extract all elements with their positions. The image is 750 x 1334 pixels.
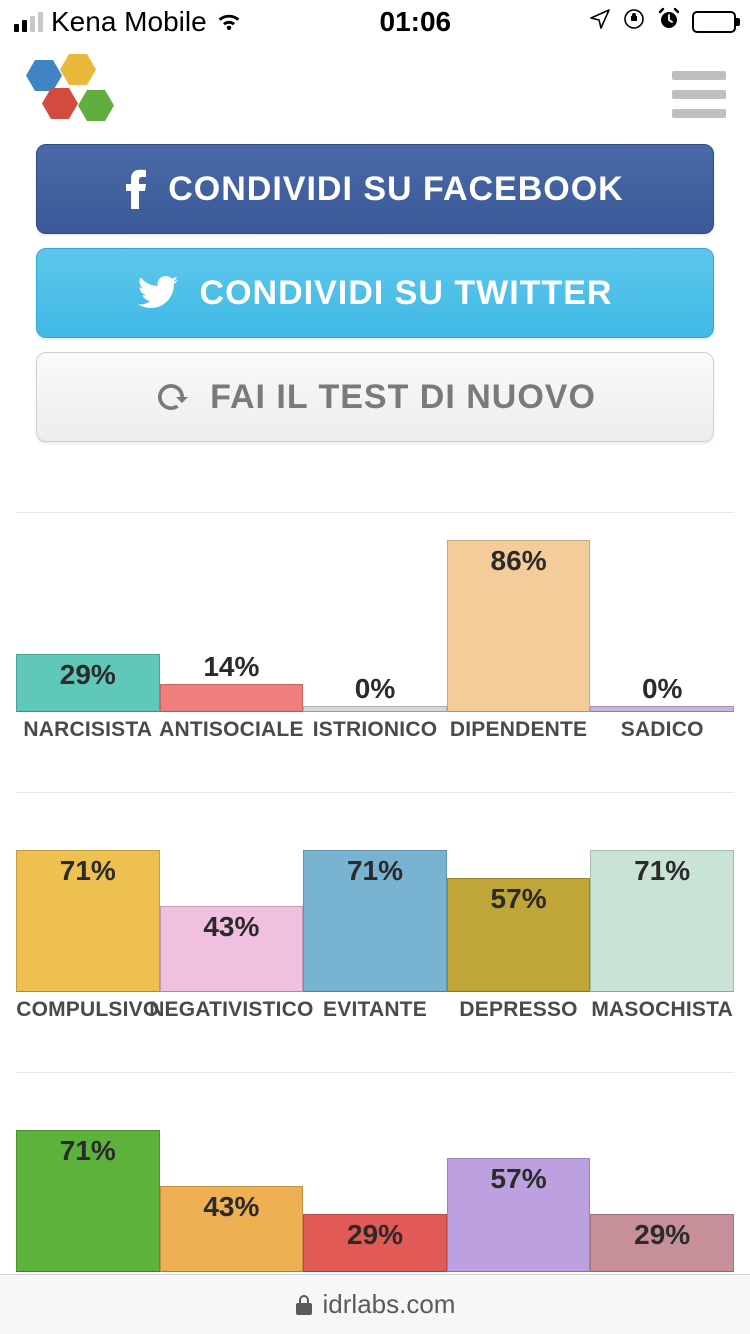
site-logo[interactable] [24,54,124,134]
bar-value-label: 71% [17,855,159,887]
facebook-icon [126,169,146,209]
bar-col: 71%COMPULSIVO [16,850,160,992]
bar-axis-label: DIPENDENTE [450,712,587,742]
bar-axis-label: ISTRIONICO [313,712,438,742]
bar: 86% [447,540,591,712]
bar-axis-label: EVITANTE [323,992,427,1022]
share-facebook-button[interactable]: CONDIVIDI SU FACEBOOK [36,144,714,234]
bar: 71% [590,850,734,992]
lock-icon [295,1294,313,1316]
bar-value-label: 57% [448,883,590,915]
results-chart: 29%NARCISISTA14%ANTISOCIALE0%ISTRIONICO8… [0,442,750,1272]
bar: 29% [590,1214,734,1272]
cellular-signal-icon [14,12,43,32]
bar: 57% [447,1158,591,1272]
bar-axis-label: SADICO [621,712,704,742]
bar: 29% [303,1214,447,1272]
clock-label: 01:06 [380,6,452,38]
bar-axis-label: COMPULSIVO [16,992,159,1022]
bar: 29% [16,654,160,712]
bar-col: 71%EVITANTE [303,850,447,992]
bar-col: 43%NEGATIVISTICO [160,906,304,992]
status-right [588,6,736,38]
bar-col: 29%NARCISISTA [16,654,160,712]
location-icon [588,6,612,38]
bar: 43% [160,1186,304,1272]
bar: 71% [16,1130,160,1272]
bar: 71% [303,850,447,992]
bar: 71% [16,850,160,992]
logo-hex-2 [60,54,96,85]
retest-button[interactable]: FAI IL TEST DI NUOVO [36,352,714,442]
bar-col: 71%BORDERLINE [16,1130,160,1272]
logo-hex-3 [42,88,78,119]
battery-icon [692,11,736,33]
bar-value-label: 71% [304,855,446,887]
bar-value-label: 0% [591,673,733,705]
bar-axis-label: DEPRESSO [459,992,577,1022]
bar-col: 57%DEPRESSO [447,878,591,992]
twitter-icon [138,276,178,310]
bar: 57% [447,878,591,992]
bar-value-label: 86% [448,545,590,577]
site-header [0,44,750,144]
ios-status-bar: Kena Mobile 01:06 [0,0,750,44]
share-twitter-label: CONDIVIDI SU TWITTER [200,274,613,313]
bar-value-label: 57% [448,1163,590,1195]
bar-axis-label: NARCISISTA [23,712,152,742]
bar-col: 29%SCHIZOIDE [303,1214,447,1272]
bar-value-label: 71% [591,855,733,887]
hamburger-menu-button[interactable] [672,71,726,118]
chart-row: 71%BORDERLINE43%PARANOIDE29%SCHIZOIDE57%… [16,1072,734,1272]
bar-value-label: 29% [591,1219,733,1251]
bar-value-label: 29% [304,1219,446,1251]
alarm-icon [656,6,682,38]
bar-col: 57%SCHIZOTIPICO [447,1158,591,1272]
logo-hex-1 [26,60,62,91]
bar-col: 29%IPOMANIACO [590,1214,734,1272]
bar-value-label: 0% [304,673,446,705]
bar: 43% [160,906,304,992]
bar-col: 14%ANTISOCIALE [160,684,304,712]
chart-row: 71%COMPULSIVO43%NEGATIVISTICO71%EVITANTE… [16,792,734,992]
share-facebook-label: CONDIVIDI SU FACEBOOK [168,170,623,209]
bar-value-label: 71% [17,1135,159,1167]
bar-col: 43%PARANOIDE [160,1186,304,1272]
domain-label: idrlabs.com [323,1289,456,1320]
safari-address-bar[interactable]: idrlabs.com [0,1274,750,1334]
bar-col: 0%ISTRIONICO [303,706,447,712]
bar-axis-label: NEGATIVISTICO [149,992,313,1022]
status-left: Kena Mobile [14,6,243,38]
bar-col: 71%MASOCHISTA [590,850,734,992]
bar-col: 86%DIPENDENTE [447,540,591,712]
bar-value-label: 43% [161,1191,303,1223]
share-twitter-button[interactable]: CONDIVIDI SU TWITTER [36,248,714,338]
logo-hex-4 [78,90,114,121]
chart-row: 29%NARCISISTA14%ANTISOCIALE0%ISTRIONICO8… [16,512,734,712]
wifi-icon [215,11,243,33]
retest-label: FAI IL TEST DI NUOVO [210,378,596,417]
bar-value-label: 43% [161,911,303,943]
bar-axis-label: ANTISOCIALE [159,712,304,742]
orientation-lock-icon [622,6,646,38]
bar-axis-label: MASOCHISTA [591,992,733,1022]
bar-col: 0%SADICO [590,706,734,712]
bar-value-label: 14% [161,651,303,683]
carrier-label: Kena Mobile [51,6,207,38]
refresh-icon [154,380,188,414]
bar: 14% [160,684,304,712]
bar-value-label: 29% [17,659,159,691]
action-buttons: CONDIVIDI SU FACEBOOK CONDIVIDI SU TWITT… [0,144,750,442]
